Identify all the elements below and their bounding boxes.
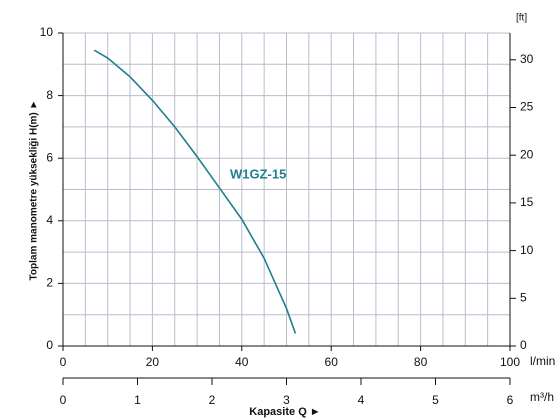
x2-tick-label: 4 <box>358 393 365 407</box>
y2-label: [ft] <box>516 13 527 24</box>
y2-tick-label: 15 <box>520 195 534 209</box>
x-tick-label: 20 <box>146 355 160 369</box>
x2-tick-label: 2 <box>209 393 216 407</box>
series-label: W1GZ-15 <box>230 166 286 181</box>
x-tick-label: 80 <box>414 355 428 369</box>
y-tick-label: 4 <box>46 213 53 227</box>
y2-tick-label: 10 <box>520 243 534 257</box>
y-tick-label: 8 <box>46 88 53 102</box>
y2-tick-label: 5 <box>520 290 527 304</box>
x-tick-label: 100 <box>500 355 520 369</box>
y-tick-label: 0 <box>46 338 53 352</box>
y2-tick-label: 25 <box>520 100 534 114</box>
x2-tick-label: 1 <box>134 393 141 407</box>
y-tick-label: 6 <box>46 150 53 164</box>
y2-tick-label: 30 <box>520 52 534 66</box>
x-tick-label: 60 <box>325 355 339 369</box>
x2-tick-label: 5 <box>432 393 439 407</box>
y2-tick-label: 20 <box>520 147 534 161</box>
y2-tick-label: 0 <box>520 338 527 352</box>
x2-tick-label: 6 <box>507 393 514 407</box>
x-tick-label: 40 <box>235 355 249 369</box>
y-label: Toplam manometre yüksekliği H(m) ► <box>29 100 40 281</box>
y-tick-label: 10 <box>40 25 54 39</box>
y-tick-label: 2 <box>46 276 53 290</box>
x2-tick-label: 0 <box>60 393 67 407</box>
x-label: Kapasite Q ► <box>249 406 320 418</box>
x2-tick-label: 3 <box>283 393 290 407</box>
curve <box>93 49 297 334</box>
x2-unit: m³/h <box>530 390 554 404</box>
x-unit: l/min <box>530 354 555 368</box>
x-tick-label: 0 <box>60 355 67 369</box>
